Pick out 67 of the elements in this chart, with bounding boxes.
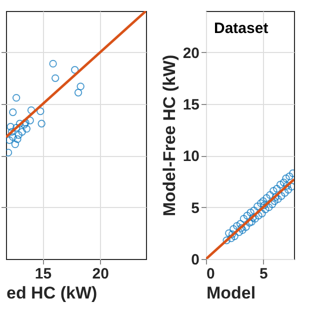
point bbox=[276, 180, 284, 188]
point bbox=[12, 94, 20, 102]
point bbox=[6, 122, 14, 131]
point bbox=[22, 124, 31, 133]
point bbox=[273, 184, 281, 193]
point bbox=[258, 210, 266, 218]
point bbox=[8, 128, 16, 136]
point bbox=[26, 116, 34, 124]
point bbox=[235, 228, 243, 236]
point bbox=[262, 194, 270, 202]
point bbox=[280, 178, 288, 186]
point bbox=[222, 236, 230, 244]
point bbox=[9, 108, 17, 116]
y-tick-label: 10 bbox=[182, 148, 200, 166]
point bbox=[265, 203, 273, 212]
point bbox=[286, 172, 294, 180]
point bbox=[249, 214, 257, 222]
x-tick-label: 15 bbox=[34, 266, 52, 282]
point bbox=[18, 128, 26, 136]
point bbox=[22, 118, 30, 126]
point bbox=[243, 212, 251, 220]
y-tick-label: 15 bbox=[182, 96, 200, 114]
point bbox=[38, 120, 46, 128]
point bbox=[227, 234, 235, 242]
point bbox=[266, 191, 274, 199]
point bbox=[281, 189, 289, 197]
point bbox=[14, 135, 22, 143]
point bbox=[268, 200, 276, 208]
x-tick-label: 0 bbox=[206, 266, 215, 282]
point bbox=[74, 88, 82, 96]
point bbox=[240, 214, 248, 223]
point bbox=[228, 230, 236, 238]
point bbox=[254, 202, 262, 210]
point bbox=[246, 208, 254, 216]
point bbox=[9, 133, 17, 141]
point bbox=[282, 174, 290, 182]
point bbox=[14, 131, 22, 139]
point bbox=[250, 206, 258, 214]
y-axis-title: Model-Free HC (kW) bbox=[160, 54, 179, 216]
point bbox=[11, 140, 20, 148]
point bbox=[51, 74, 60, 82]
x-axis-title: Model bbox=[206, 284, 256, 302]
x-tick-label: 5 bbox=[259, 266, 268, 282]
point bbox=[270, 186, 278, 195]
point bbox=[12, 124, 20, 132]
point bbox=[272, 193, 280, 201]
point bbox=[257, 199, 265, 208]
y-tick-label: 0 bbox=[191, 252, 200, 268]
point bbox=[260, 201, 268, 210]
x-tick-label: 20 bbox=[92, 266, 109, 282]
point bbox=[6, 148, 12, 156]
point bbox=[233, 222, 241, 230]
point bbox=[259, 197, 267, 205]
point bbox=[71, 66, 79, 74]
x-axis-title: ed HC (kW) bbox=[6, 284, 98, 302]
point bbox=[6, 136, 14, 144]
point bbox=[16, 120, 24, 128]
text: Dataset bbox=[214, 20, 268, 37]
point bbox=[238, 224, 246, 232]
point bbox=[284, 186, 292, 194]
y-tick-label: 5 bbox=[191, 200, 200, 217]
point bbox=[76, 82, 84, 90]
y-tick-label: 20 bbox=[182, 44, 200, 62]
point bbox=[36, 107, 44, 116]
point bbox=[283, 182, 291, 190]
point bbox=[288, 182, 294, 191]
point bbox=[49, 60, 57, 68]
